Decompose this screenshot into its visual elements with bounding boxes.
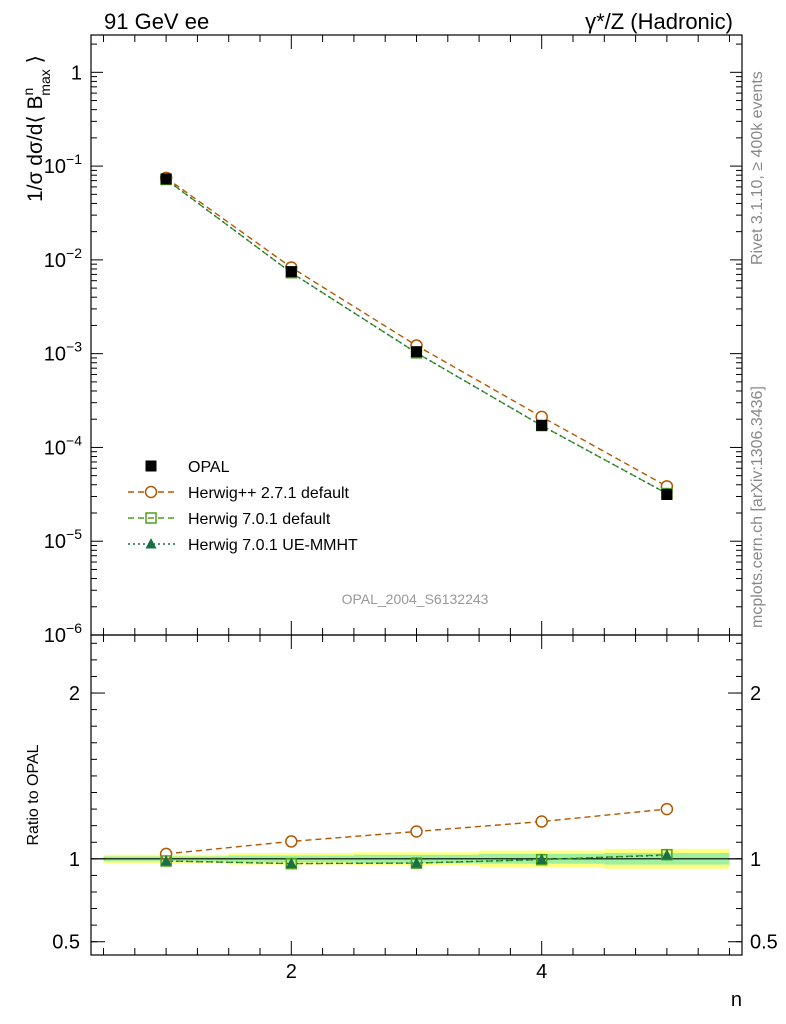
- main-series-lines: [165, 177, 668, 495]
- legend-label-herwigpp: Herwig++ 2.7.1 default: [188, 485, 350, 502]
- ratio-y-tick-labels: 0.5 0.5 1 1 2 2: [52, 683, 778, 954]
- main-y-tick-label: 10−3: [44, 339, 82, 366]
- main-point-opal-4: [536, 419, 548, 431]
- ratio-point-herwig701ue-4: [536, 853, 548, 864]
- main-y-tick-label: 10−4: [44, 432, 82, 459]
- ratio-y-axis-label: Ratio to OPAL: [25, 744, 42, 845]
- energy-label: 91 GeV ee: [104, 9, 209, 34]
- legend-marker-herwig701: [145, 512, 157, 524]
- ratio-y-tick-label-right: 2: [750, 683, 761, 705]
- ratio-point-herwigpp-3: [410, 825, 423, 838]
- main-line-herwigpp: [165, 177, 668, 487]
- main-line-herwig701ue: [165, 178, 668, 495]
- process-label: γ*/Z (Hadronic): [585, 9, 733, 34]
- ratio-y-tick-label-left: 2: [69, 683, 80, 705]
- ratio-point-herwig701ue-5: [661, 849, 673, 860]
- x-tick-label: 4: [536, 961, 547, 983]
- legend-marker-herwig701ue: [145, 538, 157, 549]
- ratio-y-tick-label-left: 0.5: [52, 932, 80, 954]
- ratio-point-herwig701ue-3: [411, 856, 422, 868]
- main-point-opal-3: [411, 346, 422, 358]
- legend-marker-opal: [145, 460, 157, 472]
- ratio-point-herwigpp-4: [535, 815, 548, 828]
- legend-label-opal: OPAL: [188, 459, 230, 476]
- main-y-tick-label: 10−1: [44, 151, 82, 178]
- legend-label-herwig701: Herwig 7.0.1 default: [188, 511, 331, 528]
- mcplots-label: mcplots.cern.ch [arXiv:1306.3436]: [749, 386, 766, 628]
- main-y-tick-label: 1: [71, 62, 82, 84]
- ratio-point-herwigpp-2: [285, 835, 298, 848]
- ratio-ticks: [91, 635, 742, 955]
- main-y-tick-label: 10−2: [44, 245, 82, 272]
- main-ticks: [91, 35, 742, 636]
- main-y-tick-labels: 1 10−1 10−2 10−3 10−4 10−5 10−6: [44, 62, 82, 647]
- main-series-markers: [159, 171, 674, 500]
- main-point-opal-1: [160, 173, 172, 185]
- legend: OPAL Herwig++ 2.7.1 default Herwig 7.0.1 d…: [128, 459, 358, 554]
- ratio-point-herwigpp-5: [660, 802, 674, 816]
- main-point-opal-2: [285, 266, 297, 278]
- main-panel: 1 10−1 10−2 10−3 10−4 10−5 10−6 OPAL_2004_S613…: [20, 34, 743, 647]
- ratio-point-herwig701ue-1: [160, 854, 172, 866]
- ratio-y-tick-label-right: 1: [750, 849, 761, 871]
- ratio-series-markers: [159, 802, 674, 870]
- legend-marker-herwigpp: [144, 485, 158, 499]
- main-y-axis-label: 1/σ dσ/d⟨ Bnmax ⟩: [20, 55, 53, 202]
- main-line-herwig701: [165, 178, 668, 495]
- x-axis-label: n: [731, 989, 742, 1011]
- ratio-y-tick-label-left: 1: [69, 849, 80, 871]
- ratio-y-tick-label-right: 0.5: [750, 932, 778, 954]
- rivet-label: Rivet 3.1.10, ≥ 400k events: [749, 71, 766, 265]
- main-y-tick-label: 10−6: [44, 620, 82, 647]
- ratio-point-herwig701ue-2: [285, 857, 297, 868]
- ratio-frame: [90, 634, 743, 956]
- main-point-opal-5: [661, 488, 673, 500]
- x-tick-label: 2: [286, 961, 297, 983]
- legend-label-herwig701ue: Herwig 7.0.1 UE-MMHT: [188, 537, 358, 554]
- analysis-label: OPAL_2004_S6132243: [342, 591, 489, 607]
- main-y-tick-label: 10−5: [44, 526, 82, 553]
